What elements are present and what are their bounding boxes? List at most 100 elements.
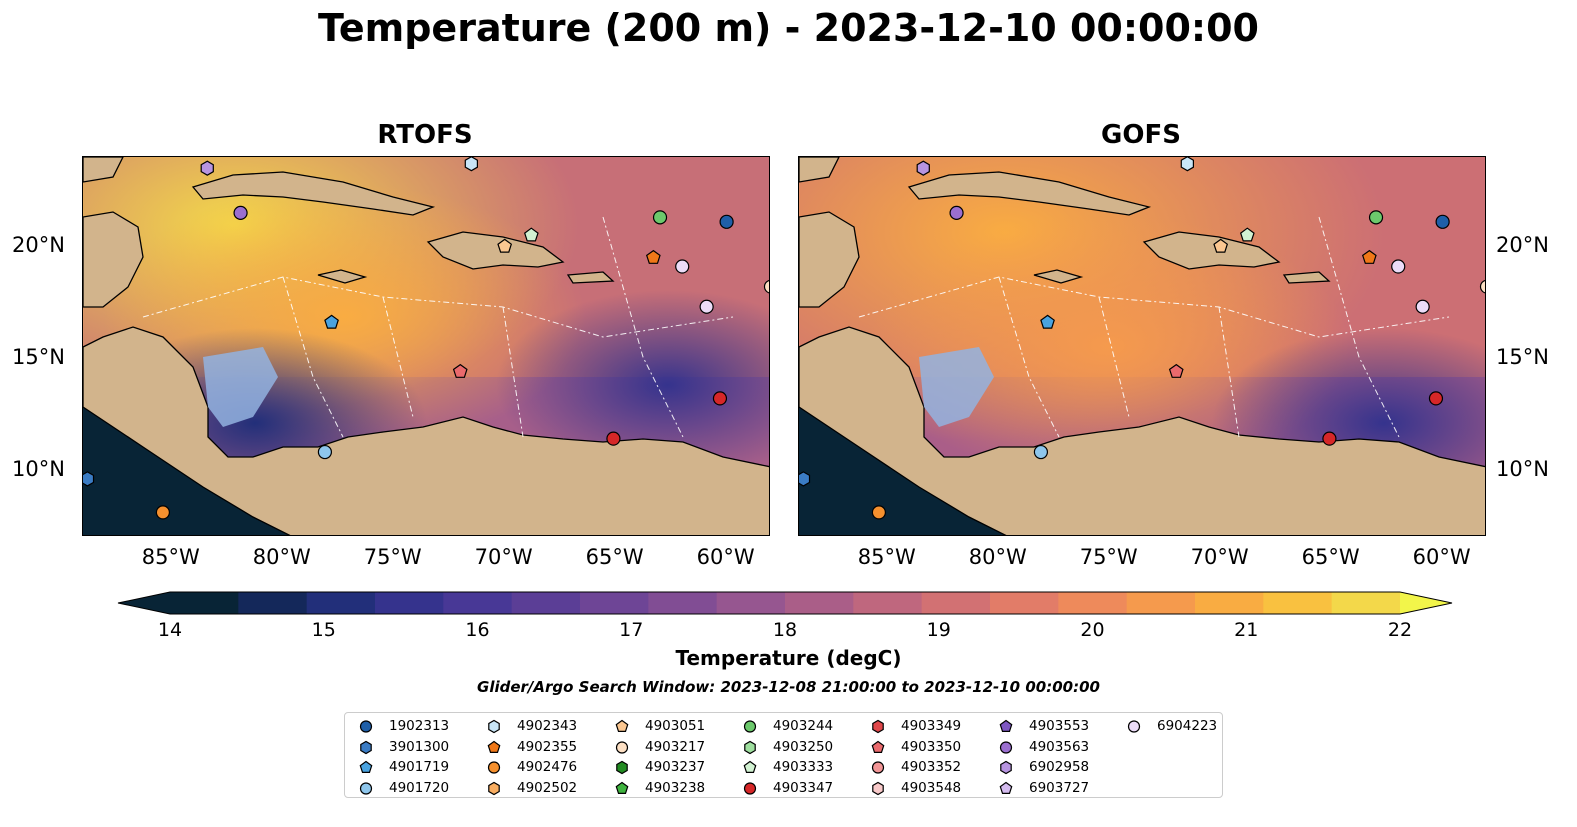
colorbar-segment: [1195, 592, 1264, 614]
float-marker-4903563[interactable]: [233, 205, 248, 220]
legend-marker-hexagon-icon: [488, 781, 500, 795]
legend-label: 6904223: [1157, 718, 1218, 734]
land-puerto-rico: [1282, 271, 1331, 284]
float-marker-4902343[interactable]: [1180, 157, 1194, 172]
legend-marker-hexagon-icon: [872, 781, 884, 795]
colorbar-tick-label: 15: [311, 619, 336, 641]
legend-label: 4903347: [773, 779, 834, 796]
colorbar-segment: [785, 592, 854, 614]
float-marker-4903563[interactable]: [949, 205, 964, 220]
legend-marker-circle-icon: [871, 761, 885, 774]
legend-marker-pentagon-icon: [999, 781, 1013, 794]
lon-tick-label: 70°W: [474, 545, 533, 569]
legend-marker-circle-icon: [999, 740, 1013, 754]
float-marker-4903350[interactable]: [1168, 363, 1184, 378]
land-mass: [799, 326, 1485, 535]
float-marker-4902355[interactable]: [1361, 249, 1377, 264]
colorbar-segment: [443, 592, 513, 614]
colorbar-segment: [170, 592, 239, 614]
eez-boundaries: [858, 216, 1450, 438]
legend-marker-hexagon-icon: [360, 740, 372, 754]
land-jamaica: [317, 269, 368, 284]
lon-tick-label: 60°W: [1412, 545, 1471, 569]
float-marker-4903051[interactable]: [1213, 238, 1229, 253]
float-marker-4901719[interactable]: [324, 314, 339, 329]
map-rtofs[interactable]: [82, 156, 770, 536]
colorbar-segment: [375, 592, 444, 614]
legend-marker-hexagon-icon: [616, 760, 628, 775]
eez-boundaries: [142, 216, 734, 438]
float-marker-4902355[interactable]: [645, 249, 661, 264]
float-marker-4903347[interactable]: [1428, 391, 1444, 406]
float-marker-4903244[interactable]: [1368, 210, 1384, 225]
colorbar-outline: [117, 591, 1453, 615]
legend-label: 4903563: [1029, 738, 1090, 755]
float-marker-6904223[interactable]: [675, 259, 690, 274]
float-marker-4901720[interactable]: [317, 444, 333, 460]
colorbar-segment: [853, 592, 923, 614]
panel-title-rtofs: RTOFS: [377, 120, 473, 150]
lon-tick-label: 65°W: [585, 545, 644, 569]
legend-label: 1902313: [389, 718, 450, 734]
legend-marker-circle-icon: [1127, 720, 1141, 733]
lat-tick-label-left: 20°N: [12, 233, 65, 258]
float-marker-4903350[interactable]: [452, 363, 468, 378]
float-marker-6902958[interactable]: [916, 160, 930, 176]
panel-title-gofs: GOFS: [1101, 120, 1181, 150]
float-marker-4903347[interactable]: [1322, 431, 1337, 446]
float-marker-4902476[interactable]: [871, 505, 886, 520]
float-marker-4903333[interactable]: [523, 227, 539, 242]
legend-label: 4903238: [645, 779, 706, 796]
colorbar-segment: [1058, 592, 1128, 614]
legend-marker-circle-icon: [743, 781, 757, 795]
continental-shelf: [919, 347, 994, 427]
colorbar-extend-low: [118, 592, 170, 614]
float-marker-4903217[interactable]: [1479, 279, 1487, 294]
legend-marker-pentagon-icon: [743, 760, 757, 773]
legend-label: 4903237: [645, 759, 706, 775]
float-marker-6902958[interactable]: [200, 160, 214, 176]
legend-label: 4903051: [645, 718, 706, 734]
figure-title: Temperature (200 m) - 2023-12-10 00:00:0…: [317, 6, 1259, 50]
float-marker-3901300[interactable]: [799, 471, 811, 487]
float-markers: [83, 157, 771, 520]
land-mass: [83, 326, 769, 535]
float-marker-4903347[interactable]: [712, 391, 728, 406]
float-marker-4903244[interactable]: [652, 210, 668, 225]
legend-marker-circle-icon: [615, 740, 629, 754]
colorbar-segment: [716, 592, 786, 614]
float-marker-6904223[interactable]: [699, 299, 714, 314]
pacific-ocean: [83, 407, 289, 535]
lon-tick-label: 85°W: [857, 545, 916, 569]
colorbar-tick-label: 17: [619, 619, 644, 641]
colorbar-segment: [921, 592, 991, 614]
float-marker-4901720[interactable]: [1033, 444, 1049, 460]
legend-marker-hexagon-icon: [488, 719, 500, 734]
float-marker-6904223[interactable]: [1415, 299, 1430, 314]
float-marker-3901300[interactable]: [83, 471, 95, 487]
float-marker-4902476[interactable]: [155, 505, 170, 520]
float-marker-6904223[interactable]: [1391, 259, 1406, 274]
float-marker-1902313[interactable]: [719, 214, 734, 229]
float-marker-4903051[interactable]: [497, 238, 513, 253]
map-gofs[interactable]: [798, 156, 1486, 536]
legend-marker-hexagon-icon: [872, 719, 884, 734]
float-marker-4903333[interactable]: [1239, 227, 1255, 242]
float-marker-4902343[interactable]: [464, 157, 478, 172]
legend-label: 4903244: [773, 718, 834, 734]
float-marker-4903347[interactable]: [606, 431, 621, 446]
legend-label: 4902355: [517, 738, 578, 755]
colorbar-tick-label: 19: [926, 619, 951, 641]
land-florida: [83, 157, 124, 183]
colorbar-extend-high: [1400, 592, 1452, 614]
float-marker-4901719[interactable]: [1040, 314, 1055, 329]
lat-tick-label-right: 20°N: [1496, 233, 1549, 258]
float-marker-1902313[interactable]: [1435, 214, 1450, 229]
colorbar-segment: [580, 592, 649, 614]
legend-label: 3901300: [389, 738, 450, 755]
legend-marker-circle-icon: [359, 781, 373, 795]
legend-label: 4901719: [389, 759, 450, 775]
colorbar-tick-label: 22: [1387, 619, 1413, 641]
float-marker-4903217[interactable]: [763, 279, 771, 294]
land-florida: [799, 157, 840, 183]
